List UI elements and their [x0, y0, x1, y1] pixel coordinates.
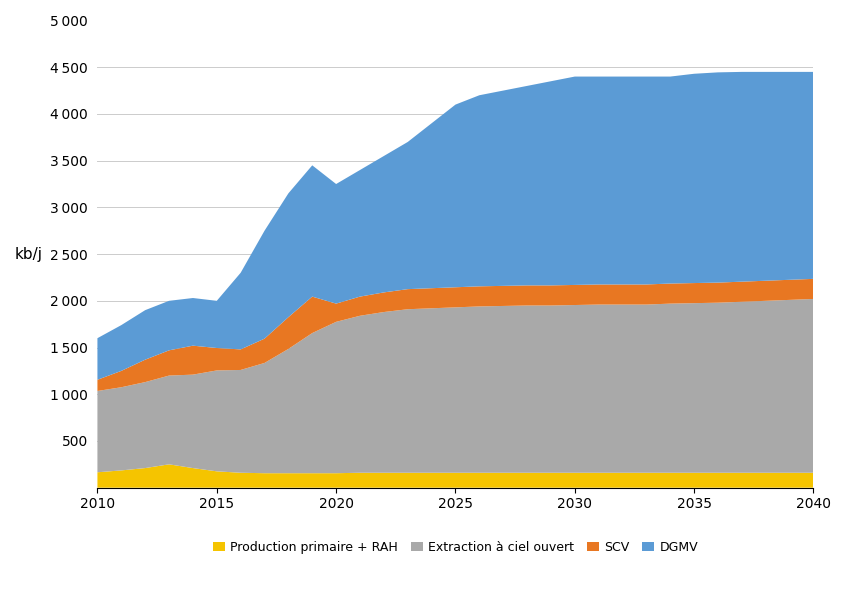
Y-axis label: kb/j: kb/j [15, 246, 43, 262]
Legend: Production primaire + RAH, Extraction à ciel ouvert, SCV, DGMV: Production primaire + RAH, Extraction à … [208, 536, 703, 559]
